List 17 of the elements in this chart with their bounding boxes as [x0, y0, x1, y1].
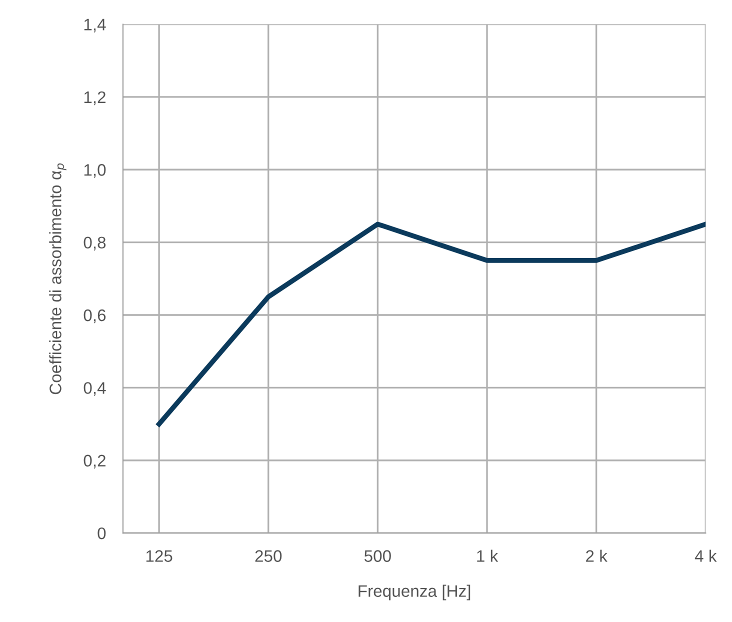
y-axis-title: Coefficiente di assorbimento α$_{p}$: [49, 163, 66, 394]
y-tick-label: 0,6: [84, 309, 106, 324]
x-tick-label: 4 k: [694, 550, 717, 562]
y-tick-label: 0: [98, 527, 106, 540]
x-tick-label: 2 k: [586, 550, 608, 562]
y-tick-label: 1,2: [84, 91, 106, 106]
x-tick-label: 125: [146, 550, 172, 562]
x-axis-title: Frequenza [Hz]: [358, 584, 470, 600]
y-tick-label: 0,2: [84, 454, 106, 469]
y-tick-label: 0,4: [84, 382, 106, 396]
y-tick-label: 0,8: [84, 236, 106, 250]
line-series: [156, 222, 706, 426]
y-tick-label: 1,4: [84, 18, 106, 32]
x-tick-label: 1 k: [477, 550, 498, 562]
x-tick-label: 500: [364, 550, 391, 562]
x-tick-label: 250: [255, 550, 282, 562]
y-tick-label: 1,0: [84, 164, 106, 178]
